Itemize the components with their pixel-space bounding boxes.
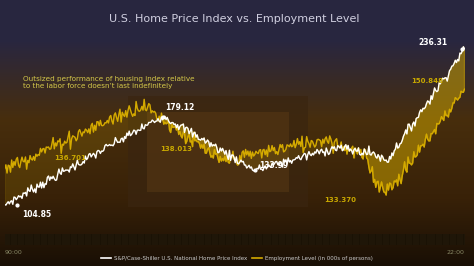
Text: 150.848: 150.848 xyxy=(411,78,444,84)
Text: 133.370: 133.370 xyxy=(324,197,356,203)
Text: 179.12: 179.12 xyxy=(165,103,194,112)
Title: U.S. Home Price Index vs. Employment Level: U.S. Home Price Index vs. Employment Lev… xyxy=(109,14,360,24)
Text: 138.013: 138.013 xyxy=(161,146,192,152)
Text: 22:00: 22:00 xyxy=(447,250,465,255)
Text: 136.701: 136.701 xyxy=(55,155,86,161)
Text: 236.31: 236.31 xyxy=(419,38,447,47)
Bar xyxy=(147,112,289,192)
Text: 104.85: 104.85 xyxy=(22,210,51,219)
Text: 133.99: 133.99 xyxy=(259,161,289,170)
Bar xyxy=(128,96,308,207)
Text: Outsized performance of housing index relative
to the labor force doesn’t last i: Outsized performance of housing index re… xyxy=(23,76,195,89)
Text: 90:00: 90:00 xyxy=(5,250,22,255)
Legend: S&P/Case-Shiller U.S. National Home Price Index, Employment Level (in 000s of pe: S&P/Case-Shiller U.S. National Home Pric… xyxy=(99,254,375,263)
